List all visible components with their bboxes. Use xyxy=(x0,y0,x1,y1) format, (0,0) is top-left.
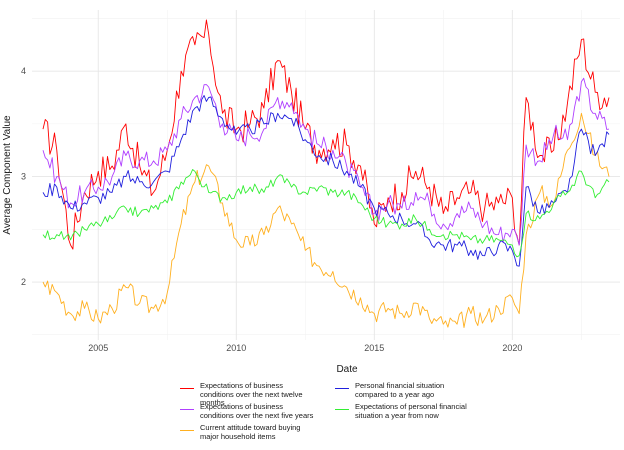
grid xyxy=(32,10,620,340)
legend-item: Current attitude toward buying major hou… xyxy=(180,423,318,441)
x-axis-title: Date xyxy=(336,364,358,375)
series-line xyxy=(42,77,610,246)
legend-key xyxy=(180,430,194,432)
legend-label: Expectations of personal financial situa… xyxy=(355,402,467,420)
y-tick-label: 2 xyxy=(21,277,26,287)
x-tick-label: 2020 xyxy=(502,343,522,353)
series-line xyxy=(42,95,610,267)
series-line xyxy=(42,169,610,258)
x-tick-label: 2015 xyxy=(364,343,384,353)
legend-item: Expectations of business conditions over… xyxy=(180,381,318,408)
x-tick-label: 2005 xyxy=(88,343,108,353)
legend-item: Expectations of personal financial situa… xyxy=(335,402,473,420)
legend-label: Expectations of business conditions over… xyxy=(200,402,314,420)
legend-label: Personal financial situation compared to… xyxy=(355,381,445,399)
x-tick-label: 2010 xyxy=(226,343,246,353)
y-axis-title: Average Component Value xyxy=(2,115,13,235)
legend-item: Expectations of business conditions over… xyxy=(180,402,318,420)
series-lines xyxy=(42,19,610,328)
legend-label: Current attitude toward buying major hou… xyxy=(200,423,301,441)
legend-key xyxy=(335,409,349,411)
series-line xyxy=(42,112,610,328)
legend-label: Expectations of business conditions over… xyxy=(200,381,303,407)
y-tick-label: 3 xyxy=(21,172,26,182)
legend-key xyxy=(180,388,194,390)
legend-key xyxy=(180,409,194,411)
legend-key xyxy=(335,388,349,390)
tick-labels: 2005 2010 2015 2020 2 3 4 xyxy=(21,66,522,353)
y-tick-label: 4 xyxy=(21,66,26,76)
legend-item: Personal financial situation compared to… xyxy=(335,381,473,399)
legend: Expectations of business conditions over… xyxy=(175,380,495,446)
